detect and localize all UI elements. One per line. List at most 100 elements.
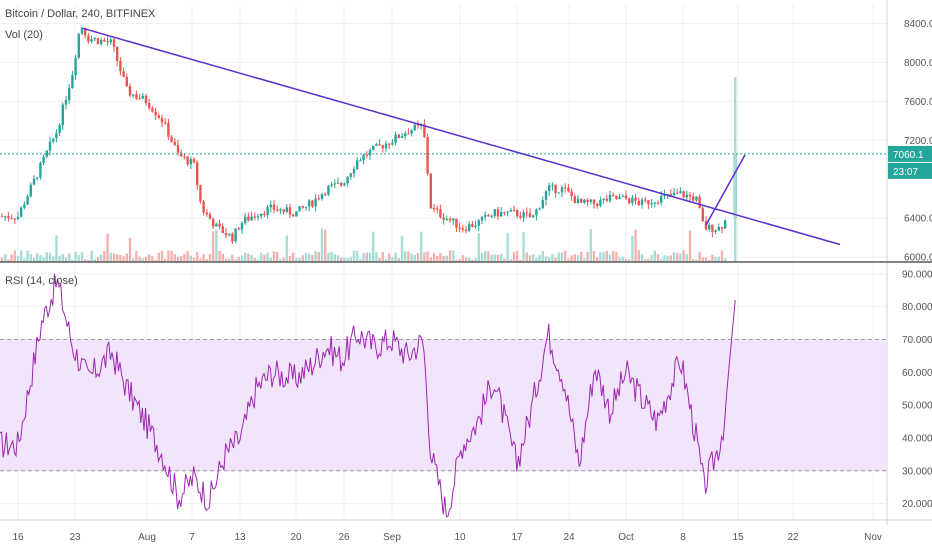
candle-body (461, 228, 464, 230)
last-price-badge (888, 145, 932, 162)
volume-bar (452, 250, 455, 262)
volume-bar (487, 251, 490, 262)
volume-bar (724, 257, 727, 262)
candle-body (109, 39, 112, 43)
volume-bar (592, 250, 596, 262)
volume-bar (660, 258, 663, 262)
candle-body (698, 196, 701, 209)
candle-body (116, 46, 119, 61)
time-tick-label: Nov (864, 532, 882, 543)
candle-body (484, 215, 487, 217)
volume-bar (215, 229, 218, 262)
price-pane[interactable]: 8400.0 8000.0 7600.0 7200.0 6400.0 6000.0 7060… (0, 0, 932, 525)
descending-trendline[interactable] (82, 27, 841, 246)
volume-bar (288, 256, 292, 262)
volume-bar (4, 254, 7, 262)
volume-bar (519, 259, 522, 262)
price-tick-label: 6400.0 (904, 214, 932, 225)
volume-bar (426, 251, 429, 262)
volume-bar (532, 254, 535, 262)
candle-body (100, 39, 103, 44)
candle-body (292, 214, 295, 217)
time-tick-label: 26 (338, 532, 350, 543)
candle-body (388, 143, 391, 145)
candle-body (263, 213, 266, 215)
candle-body (39, 162, 42, 178)
candle-body (365, 154, 368, 156)
candle-body (519, 215, 522, 218)
volume-bar (522, 232, 525, 262)
volume-bar (388, 253, 391, 262)
volume-bar (237, 256, 240, 262)
candle-body (301, 206, 304, 208)
candle-body (311, 200, 314, 207)
candle-body (314, 198, 317, 207)
volume-bar (570, 255, 573, 262)
volume-bar (583, 257, 586, 262)
candle-body (36, 177, 39, 179)
candle-body (112, 39, 116, 47)
candle-body (170, 136, 173, 142)
candle-body (282, 209, 285, 212)
candle-body (567, 187, 570, 192)
volume-bar (372, 231, 375, 262)
candle-body (557, 192, 560, 194)
candle-body (42, 156, 45, 163)
volume-bar (154, 259, 157, 262)
candle-body (13, 218, 16, 220)
candle-body (61, 104, 64, 126)
candle-body (333, 183, 336, 185)
candle-body (228, 233, 231, 236)
candle-body (212, 219, 215, 227)
candle-body (320, 194, 324, 199)
volume-bar (247, 253, 250, 262)
breakout-line[interactable] (705, 154, 746, 226)
candle-body (359, 160, 362, 162)
candle-body (471, 224, 474, 227)
candle-body (7, 216, 10, 219)
candle-body (512, 210, 516, 212)
volume-bar (240, 255, 244, 262)
candle-body (583, 199, 586, 203)
candle-body (132, 94, 135, 96)
volume-bar (461, 255, 464, 262)
volume-bar (708, 259, 711, 262)
volume-bar (448, 250, 452, 262)
candle-body (573, 196, 576, 204)
volume-bar (596, 257, 599, 262)
candle-body (308, 200, 311, 207)
volume-bar (490, 254, 493, 262)
volume-bar (333, 254, 336, 262)
price-axis: 8400.0 8000.0 7600.0 7200.0 6400.0 6000.0 7060… (886, 0, 932, 525)
volume-bar (464, 257, 468, 262)
candle-body (349, 173, 352, 177)
candle-body (442, 217, 445, 220)
candle-body (77, 33, 80, 58)
rsi-pane[interactable]: 90.0000 80.0000 70.0000 60.0000 50.0000 40.00… (0, 264, 932, 521)
candle-body (180, 152, 183, 157)
volume-bar (650, 255, 653, 262)
candle-body (26, 196, 29, 205)
volume-bar (301, 255, 304, 262)
volume-bar (26, 250, 29, 262)
volume-bar (356, 250, 359, 262)
volume-bar (196, 251, 199, 262)
volume-bar (208, 253, 212, 262)
candle-body (125, 77, 128, 87)
volume-bar (692, 258, 695, 262)
candle-body (410, 130, 413, 134)
candle-body (167, 122, 170, 137)
volume-bar (586, 251, 589, 262)
candle-body (122, 71, 125, 78)
volume-bar (500, 253, 503, 262)
volume-bar (228, 258, 231, 262)
last-price-value: 7060.1 (893, 150, 924, 161)
candle-body (426, 136, 429, 174)
candle-body (272, 204, 276, 210)
candle-body (384, 143, 388, 149)
rsi-tick-label: 70.0000 (902, 335, 932, 346)
volume-bar (615, 251, 618, 262)
candle-body (560, 187, 564, 193)
candle-body (135, 94, 138, 99)
